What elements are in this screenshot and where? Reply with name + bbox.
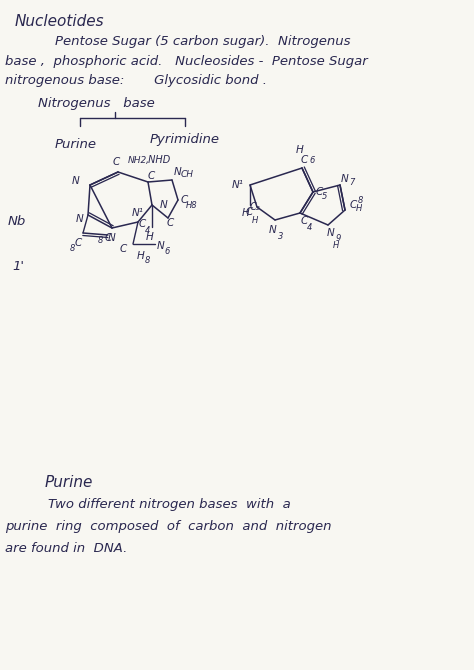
Text: 8: 8 [97,235,103,245]
Text: Pyrimidine: Pyrimidine [150,133,220,146]
Text: H: H [356,204,362,212]
Text: 8: 8 [69,243,75,253]
Text: NH2: NH2 [128,155,147,165]
Text: H: H [333,241,339,249]
Text: Nb: Nb [8,215,26,228]
Text: 8: 8 [357,196,363,204]
Text: 3: 3 [278,232,283,241]
Text: 9: 9 [335,234,341,243]
Text: C: C [246,207,253,217]
Text: N: N [108,233,116,243]
Text: C: C [112,157,119,167]
Text: C: C [315,187,323,197]
Text: H: H [242,208,250,218]
Text: C: C [349,200,356,210]
Text: C: C [301,216,308,226]
Text: C: C [181,195,188,205]
Text: CH: CH [181,170,194,178]
Text: C: C [104,233,111,243]
Text: C: C [138,219,146,229]
Text: H: H [296,145,304,155]
Text: N: N [76,214,84,224]
Text: 7: 7 [349,178,355,186]
Text: 4: 4 [307,222,313,232]
Text: C: C [301,155,308,165]
Text: purine  ring  composed  of  carbon  and  nitrogen: purine ring composed of carbon and nitro… [5,520,331,533]
Text: Purine: Purine [45,475,93,490]
Text: 8: 8 [144,255,150,265]
Text: 6: 6 [164,247,170,255]
Text: nitrogenous base:       Glycosidic bond .: nitrogenous base: Glycosidic bond . [5,74,267,87]
Text: 4: 4 [146,226,151,234]
Text: N: N [157,241,165,251]
Text: ,NHD: ,NHD [146,155,171,165]
Text: N¹: N¹ [132,208,144,218]
Text: N¹: N¹ [232,180,244,190]
Text: N: N [174,167,182,177]
Text: Nucleotides: Nucleotides [15,14,105,29]
Text: C: C [119,244,127,254]
Text: 5: 5 [322,192,328,200]
Text: are found in  DNA.: are found in DNA. [5,542,128,555]
Text: H: H [137,251,145,261]
Text: C₂: C₂ [250,202,260,212]
Text: Two different nitrogen bases  with  a: Two different nitrogen bases with a [48,498,291,511]
Text: C: C [74,238,82,248]
Text: N: N [341,174,349,184]
Text: H8: H8 [186,200,198,210]
Text: N: N [269,225,277,235]
Text: N: N [327,228,335,238]
Text: Pentose Sugar (5 carbon sugar).  Nitrogenus: Pentose Sugar (5 carbon sugar). Nitrogen… [55,35,350,48]
Text: Purine: Purine [55,138,97,151]
Text: C: C [147,171,155,181]
Text: base ,  phosphoric acid.   Nucleosides -  Pentose Sugar: base , phosphoric acid. Nucleosides - Pe… [5,55,368,68]
Text: 1': 1' [12,260,24,273]
Text: H: H [252,216,258,224]
Text: 6: 6 [310,155,315,165]
Text: H: H [146,232,154,242]
Text: Nitrogenus   base: Nitrogenus base [38,97,155,110]
Text: N: N [160,200,168,210]
Text: C: C [166,218,173,228]
Text: N: N [72,176,80,186]
